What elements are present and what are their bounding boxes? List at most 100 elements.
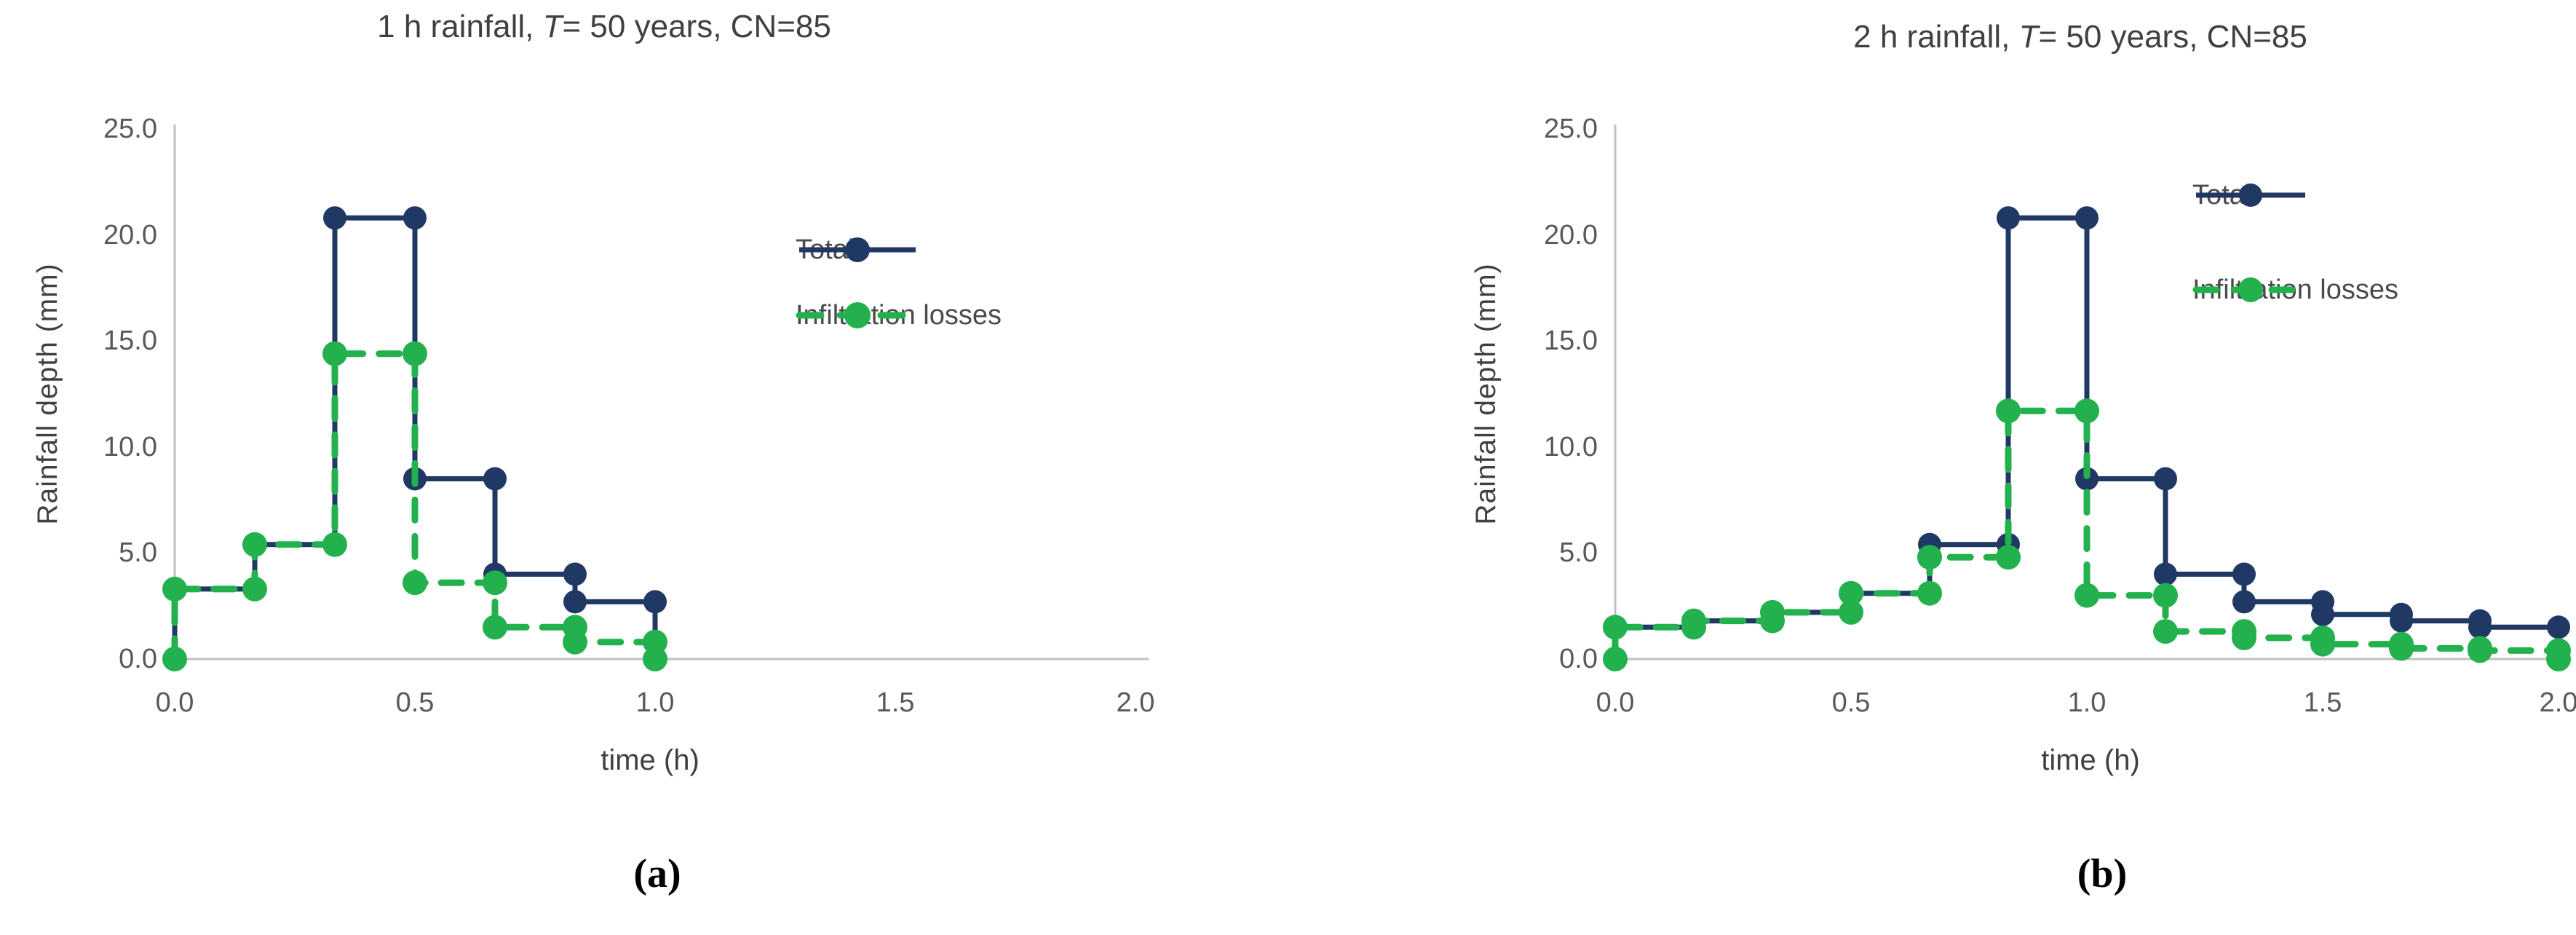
data-point-marker xyxy=(483,570,507,596)
infiltration-dashed-marker-icon xyxy=(2192,277,2309,302)
y-tick-label: 20.0 xyxy=(1544,219,1598,250)
y-tick-label: 15.0 xyxy=(103,326,157,357)
chart-a-title-anchor: 1 h rainfall, T= 50 years, CN=85 xyxy=(377,9,1058,45)
chart-b-x-axis-title-anchor: time (h) xyxy=(2041,744,2189,777)
chart-b-legend-item-total: Total xyxy=(2192,178,2305,213)
data-point-marker xyxy=(563,590,587,614)
data-point-marker xyxy=(483,467,507,491)
y-tick-label: 10.0 xyxy=(103,431,157,462)
data-point-marker xyxy=(2153,619,2178,644)
x-tick-label: 0.0 xyxy=(1596,687,1635,718)
data-point-marker xyxy=(2232,625,2256,650)
data-point-marker xyxy=(563,562,587,586)
chart-a-x-axis-title-anchor: time (h) xyxy=(601,744,749,777)
data-point-marker xyxy=(323,206,346,230)
data-point-marker xyxy=(643,647,667,671)
y-tick-label: 5.0 xyxy=(1559,537,1598,569)
x-tick-label: 0.5 xyxy=(1831,687,1871,718)
chart-b-title: 2 h rainfall, T= 50 years, CN=85 xyxy=(1853,19,2307,55)
data-point-marker xyxy=(1997,206,2020,230)
data-point-marker xyxy=(1603,647,1628,671)
data-point-marker xyxy=(2154,562,2177,586)
data-point-marker xyxy=(2547,615,2570,639)
data-point-marker xyxy=(643,629,667,655)
chart-a-legend-item-total: Total xyxy=(796,232,916,267)
data-point-marker xyxy=(2468,638,2492,663)
data-point-marker xyxy=(2154,467,2177,491)
y-tick-label: 20.0 xyxy=(103,219,157,250)
data-point-marker xyxy=(403,206,427,230)
x-tick-label: 2.0 xyxy=(1116,687,1155,718)
y-tick-label: 10.0 xyxy=(1544,431,1598,462)
data-point-marker xyxy=(2389,636,2414,661)
data-point-marker xyxy=(2546,647,2571,671)
total-line-marker-icon xyxy=(799,237,916,262)
chart-a-x-axis-title: time (h) xyxy=(601,744,700,776)
data-point-marker xyxy=(563,629,587,655)
title-part: = 50 years, CN=85 xyxy=(2038,19,2307,55)
data-point-marker xyxy=(1917,545,1942,570)
chart-b-title-anchor: 2 h rainfall, T= 50 years, CN=85 xyxy=(1853,19,2535,55)
data-point-marker xyxy=(1681,608,1706,634)
chart-a-y-axis-title: Rainfall depth (mm) xyxy=(32,263,63,525)
chart-b-x-axis-title: time (h) xyxy=(2041,744,2140,776)
data-point-marker xyxy=(1603,615,1628,640)
data-point-marker xyxy=(1917,580,1942,606)
y-tick-label: 25.0 xyxy=(103,114,157,144)
data-point-marker xyxy=(2310,631,2335,657)
data-point-marker xyxy=(403,341,427,366)
data-point-marker xyxy=(2153,583,2178,608)
x-tick-label: 2.0 xyxy=(2539,687,2576,718)
caption-a: (a) xyxy=(633,851,681,896)
chart-a-title: 1 h rainfall, T= 50 years, CN=85 xyxy=(377,9,831,45)
data-point-marker xyxy=(1839,599,1863,625)
data-point-marker xyxy=(2390,609,2413,633)
data-point-marker xyxy=(643,590,667,614)
y-tick-label: 25.0 xyxy=(1544,114,1598,144)
title-italic-part: T xyxy=(2018,19,2039,55)
x-tick-label: 1.0 xyxy=(635,687,675,718)
data-point-marker xyxy=(2468,615,2492,639)
legend-label-infiltration: Infiltration losses xyxy=(2192,274,2399,305)
x-tick-label: 0.0 xyxy=(155,687,194,718)
y-tick-label: 15.0 xyxy=(1544,326,1598,357)
x-tick-label: 1.5 xyxy=(876,687,915,718)
infiltration-dashed-marker-icon xyxy=(796,302,919,328)
data-point-marker xyxy=(2311,602,2334,626)
title-italic-part: T xyxy=(542,9,563,44)
series-line-infiltration-a xyxy=(171,350,659,663)
data-point-marker xyxy=(2074,398,2099,424)
data-point-marker xyxy=(2075,206,2099,230)
chart-b-legend-item-infiltration: Infiltration losses xyxy=(2192,272,2398,307)
total-line-marker-icon xyxy=(2196,184,2305,207)
y-tick-label: 0.0 xyxy=(1559,644,1598,674)
x-tick-label: 1.0 xyxy=(2067,687,2107,718)
title-part: = 50 years, CN=85 xyxy=(562,9,831,44)
caption-b: (b) xyxy=(2077,851,2128,896)
data-point-marker xyxy=(1839,580,1863,606)
data-point-marker xyxy=(483,615,507,640)
title-part: 1 h rainfall, xyxy=(377,9,543,44)
data-point-marker xyxy=(2232,590,2256,614)
data-point-marker xyxy=(403,570,427,596)
data-point-marker xyxy=(322,532,347,557)
x-tick-label: 1.5 xyxy=(2303,687,2342,718)
y-tick-label: 0.0 xyxy=(119,644,157,674)
chart-b-y-axis-title: Rainfall depth (mm) xyxy=(1470,263,1502,525)
data-point-marker xyxy=(162,576,187,601)
data-point-marker xyxy=(162,647,187,671)
data-point-marker xyxy=(242,576,267,601)
x-tick-label: 0.5 xyxy=(395,687,435,718)
data-point-marker xyxy=(322,341,347,366)
data-point-marker xyxy=(242,532,267,557)
data-point-marker xyxy=(2074,583,2099,608)
data-point-marker xyxy=(1760,599,1785,625)
data-point-marker xyxy=(1996,398,2021,424)
data-point-marker xyxy=(1996,545,2021,570)
data-point-marker xyxy=(2232,562,2256,586)
chart-a-legend-item-infiltration: Infiltration losses xyxy=(796,298,1002,333)
y-tick-label: 5.0 xyxy=(119,537,157,569)
title-part: 2 h rainfall, xyxy=(1853,19,2019,55)
